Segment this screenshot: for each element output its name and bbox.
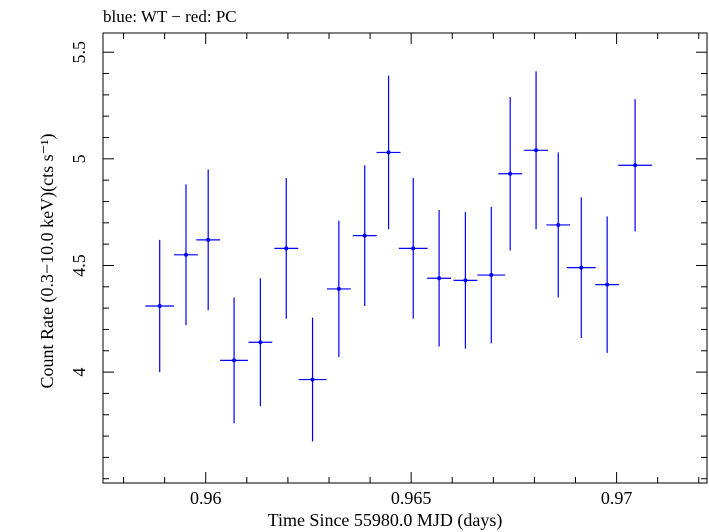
data-point [508,171,513,176]
data-point [258,340,263,345]
data-point [157,303,162,308]
data-point [232,358,237,363]
y-tick-label: 4 [69,368,89,377]
data-point [411,246,416,251]
data-point [336,286,341,291]
x-tick-label: 0.96 [190,488,222,508]
data-point [206,237,211,242]
data-point [362,233,367,238]
y-tick-label: 5.5 [69,41,89,64]
data-point [437,276,442,281]
data-point [633,163,638,168]
y-tick-label: 5 [69,154,89,163]
data-point [534,148,539,153]
x-axis-label: Time Since 55980.0 MJD (days) [268,510,503,531]
data-point [556,222,561,227]
data-point [489,273,494,278]
data-point [284,246,289,251]
x-tick-label: 0.965 [391,488,432,508]
chart-title: blue: WT − red: PC [103,7,237,26]
data-point [605,282,610,287]
plot-frame [102,32,708,484]
x-tick-label: 0.97 [601,488,633,508]
data-point [579,265,584,270]
data-point [183,252,188,257]
data-point [310,377,315,382]
data-point [463,278,468,283]
y-tick-label: 4.5 [69,254,89,277]
plot-area: 0.96 0.965 0.97 4 4.5 5 5.5 [69,32,708,508]
y-axis-label: Count Rate (0.3−10.0 keV)(cts s⁻¹) [37,133,58,388]
data-point [386,150,391,155]
